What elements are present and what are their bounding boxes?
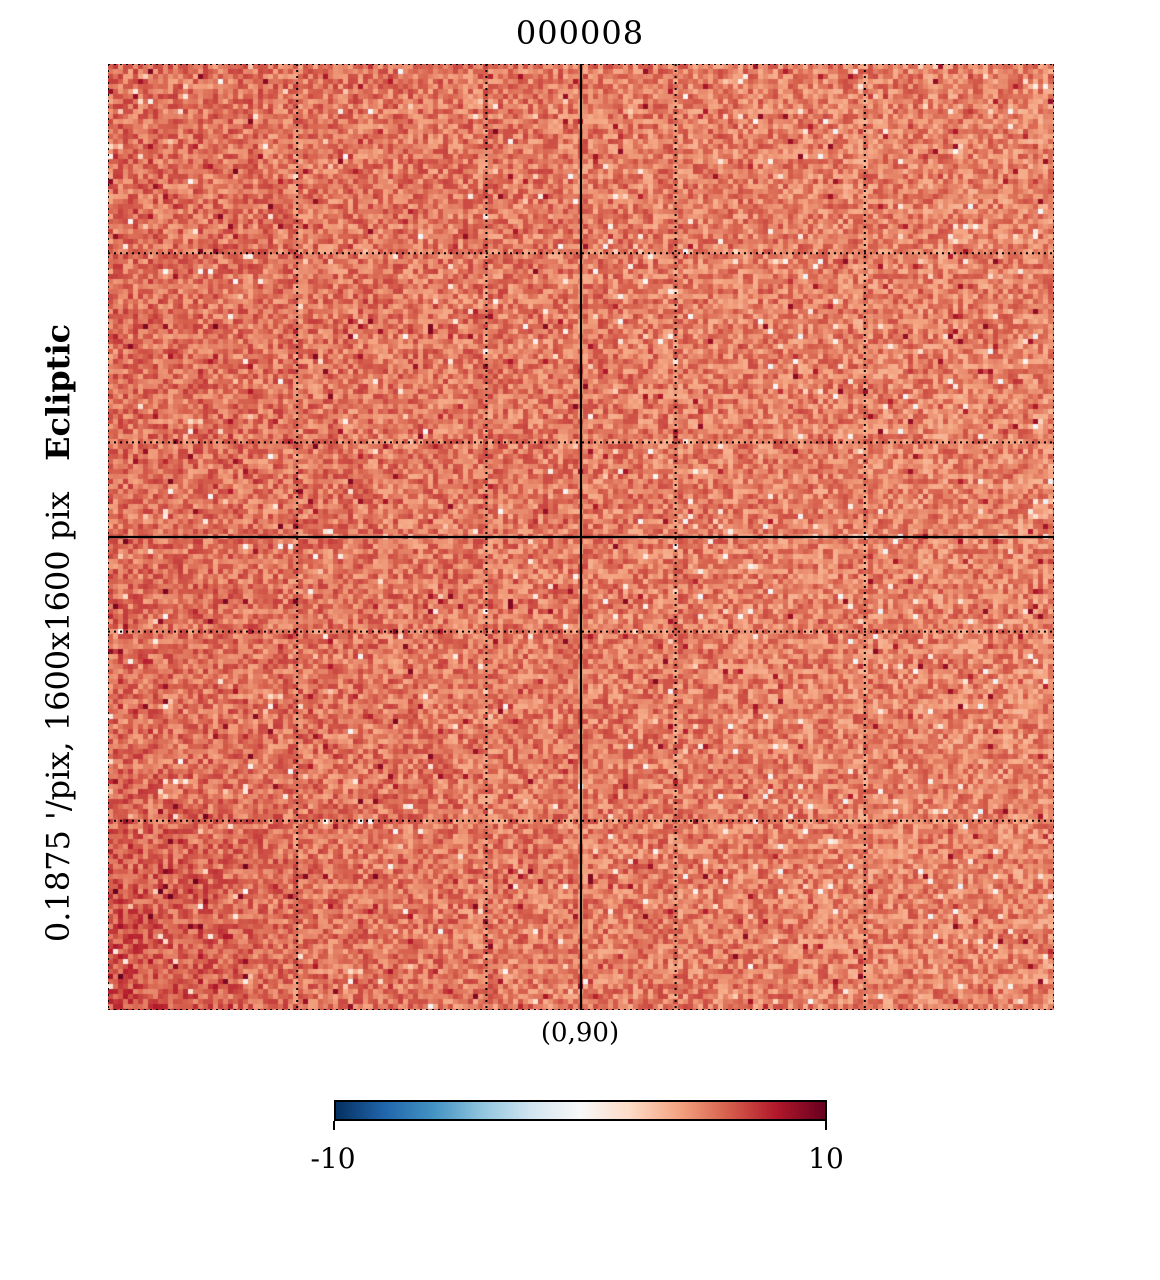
colorbar [334,1100,827,1121]
colorbar-max-tick [825,1121,827,1130]
graticule [108,64,1054,1010]
coordinate-system-label: Ecliptic [39,323,77,461]
center-coordinate-label: (0,90) [540,1018,620,1048]
gnomonic-map [108,64,1054,1010]
colorbar-max-label: 10 [808,1142,844,1175]
resolution-label: 0.1875 '/pix, 1600x1600 pix [39,491,77,943]
colorbar-min-tick [333,1121,335,1130]
projection-info-label: 0.1875 '/pix, 1600x1600 pix Ecliptic [38,140,78,1140]
chart-title: 000008 [515,14,645,52]
colorbar-min-label: -10 [310,1142,356,1175]
